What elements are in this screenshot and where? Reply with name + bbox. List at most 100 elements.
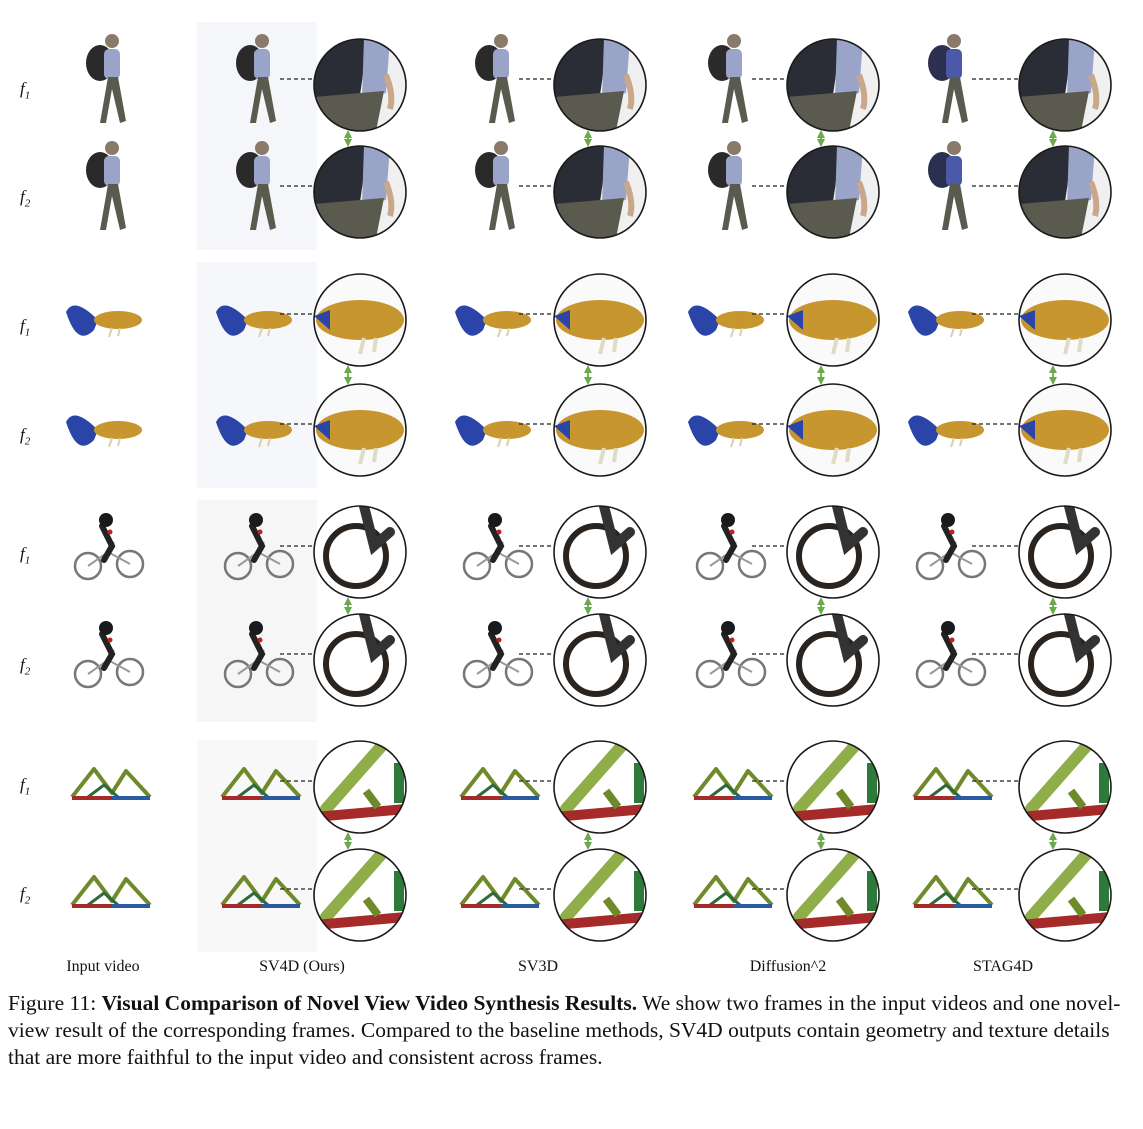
fish-figure bbox=[688, 305, 764, 338]
cyclist-figure bbox=[915, 621, 987, 689]
cyclist-figure bbox=[462, 513, 534, 581]
column-label-stag4d: STAG4D bbox=[972, 958, 1034, 975]
panel-bg bbox=[197, 740, 317, 952]
hiker-figure bbox=[708, 141, 748, 230]
zoom-circle bbox=[1018, 273, 1112, 367]
zoom-circle bbox=[1018, 848, 1112, 942]
cyclist-figure bbox=[695, 621, 767, 689]
zoom-inset bbox=[787, 506, 879, 598]
cyclist-figure bbox=[223, 513, 295, 581]
zoom-circle bbox=[553, 613, 647, 707]
zoom-inset bbox=[787, 39, 879, 131]
row-label-truss-f2: f2 bbox=[20, 884, 31, 907]
row-label-hiker-f1: f1 bbox=[20, 79, 31, 102]
zoom-inset bbox=[787, 849, 879, 941]
row-label-hiker-f2: f2 bbox=[20, 187, 31, 210]
zoom-circle bbox=[1018, 740, 1112, 834]
zoom-circle bbox=[1018, 383, 1112, 477]
zoom-inset bbox=[787, 741, 879, 833]
zoom-circle bbox=[553, 848, 647, 942]
truss-figure bbox=[912, 875, 994, 908]
zoom-circle bbox=[786, 740, 880, 834]
zoom-circle bbox=[313, 145, 407, 239]
zoom-inset bbox=[1019, 274, 1111, 366]
hiker-figure bbox=[86, 141, 126, 230]
fish-figure bbox=[908, 415, 984, 448]
zoom-inset bbox=[1019, 741, 1111, 833]
zoom-circle bbox=[1018, 505, 1112, 599]
truss-figure bbox=[70, 767, 152, 800]
zoom-inset bbox=[787, 384, 879, 476]
zoom-circle bbox=[313, 505, 407, 599]
truss-figure bbox=[220, 767, 302, 800]
zoom-inset bbox=[554, 39, 646, 131]
row-label-truss-f1: f1 bbox=[20, 775, 31, 798]
figure-caption: Figure 11: Visual Comparison of Novel Vi… bbox=[8, 990, 1136, 1071]
zoom-inset bbox=[787, 274, 879, 366]
hiker-figure bbox=[236, 141, 276, 230]
zoom-inset bbox=[554, 506, 646, 598]
zoom-circle bbox=[553, 505, 647, 599]
zoom-circle bbox=[1018, 613, 1112, 707]
zoom-circle bbox=[553, 383, 647, 477]
caption-title: Visual Comparison of Novel View Video Sy… bbox=[101, 991, 638, 1015]
fish-figure bbox=[908, 305, 984, 338]
truss-figure bbox=[459, 767, 541, 800]
zoom-inset bbox=[314, 614, 406, 706]
fish-figure bbox=[66, 415, 142, 448]
cyclist-figure bbox=[695, 513, 767, 581]
zoom-circle bbox=[313, 273, 407, 367]
row-label-cyclist-f1: f1 bbox=[20, 544, 31, 567]
zoom-circle bbox=[313, 740, 407, 834]
zoom-circle bbox=[313, 848, 407, 942]
zoom-circle bbox=[786, 383, 880, 477]
caption-text: We show two frames in the input videos a… bbox=[8, 991, 1121, 1069]
zoom-inset bbox=[554, 849, 646, 941]
hiker-figure bbox=[86, 34, 126, 123]
zoom-inset bbox=[787, 146, 879, 238]
zoom-circle bbox=[553, 740, 647, 834]
zoom-circle bbox=[1018, 38, 1112, 132]
fish-figure bbox=[66, 305, 142, 338]
zoom-inset bbox=[554, 614, 646, 706]
zoom-inset bbox=[787, 614, 879, 706]
cyclist-figure bbox=[462, 621, 534, 689]
hiker-figure bbox=[708, 34, 748, 123]
zoom-circle bbox=[1018, 145, 1112, 239]
zoom-inset bbox=[554, 741, 646, 833]
zoom-circle bbox=[786, 505, 880, 599]
truss-figure bbox=[692, 767, 774, 800]
truss-figure bbox=[912, 767, 994, 800]
figure-panels bbox=[66, 34, 1112, 952]
zoom-inset bbox=[1019, 506, 1111, 598]
zoom-inset bbox=[1019, 849, 1111, 941]
zoom-circle bbox=[313, 383, 407, 477]
zoom-inset bbox=[1019, 614, 1111, 706]
fish-figure bbox=[455, 305, 531, 338]
row-label-cyclist-f2: f2 bbox=[20, 655, 31, 678]
zoom-circle bbox=[786, 145, 880, 239]
zoom-inset bbox=[1019, 384, 1111, 476]
hiker-figure bbox=[475, 141, 515, 230]
cyclist-figure bbox=[223, 621, 295, 689]
cyclist-figure bbox=[73, 513, 145, 581]
cyclist-figure bbox=[73, 621, 145, 689]
truss-figure bbox=[70, 875, 152, 908]
fish-figure bbox=[216, 415, 292, 448]
truss-figure bbox=[220, 875, 302, 908]
zoom-inset bbox=[314, 146, 406, 238]
fish-figure bbox=[455, 415, 531, 448]
zoom-inset bbox=[314, 849, 406, 941]
zoom-circle bbox=[313, 38, 407, 132]
truss-figure bbox=[459, 875, 541, 908]
fish-figure bbox=[688, 415, 764, 448]
zoom-circle bbox=[786, 848, 880, 942]
hiker-figure bbox=[928, 34, 968, 123]
zoom-circle bbox=[786, 38, 880, 132]
zoom-circle bbox=[553, 145, 647, 239]
zoom-inset bbox=[314, 506, 406, 598]
zoom-inset bbox=[314, 741, 406, 833]
column-label-sv4d: SV4D (Ours) bbox=[259, 958, 345, 975]
column-label-diffusion2: Diffusion^2 bbox=[749, 958, 827, 975]
